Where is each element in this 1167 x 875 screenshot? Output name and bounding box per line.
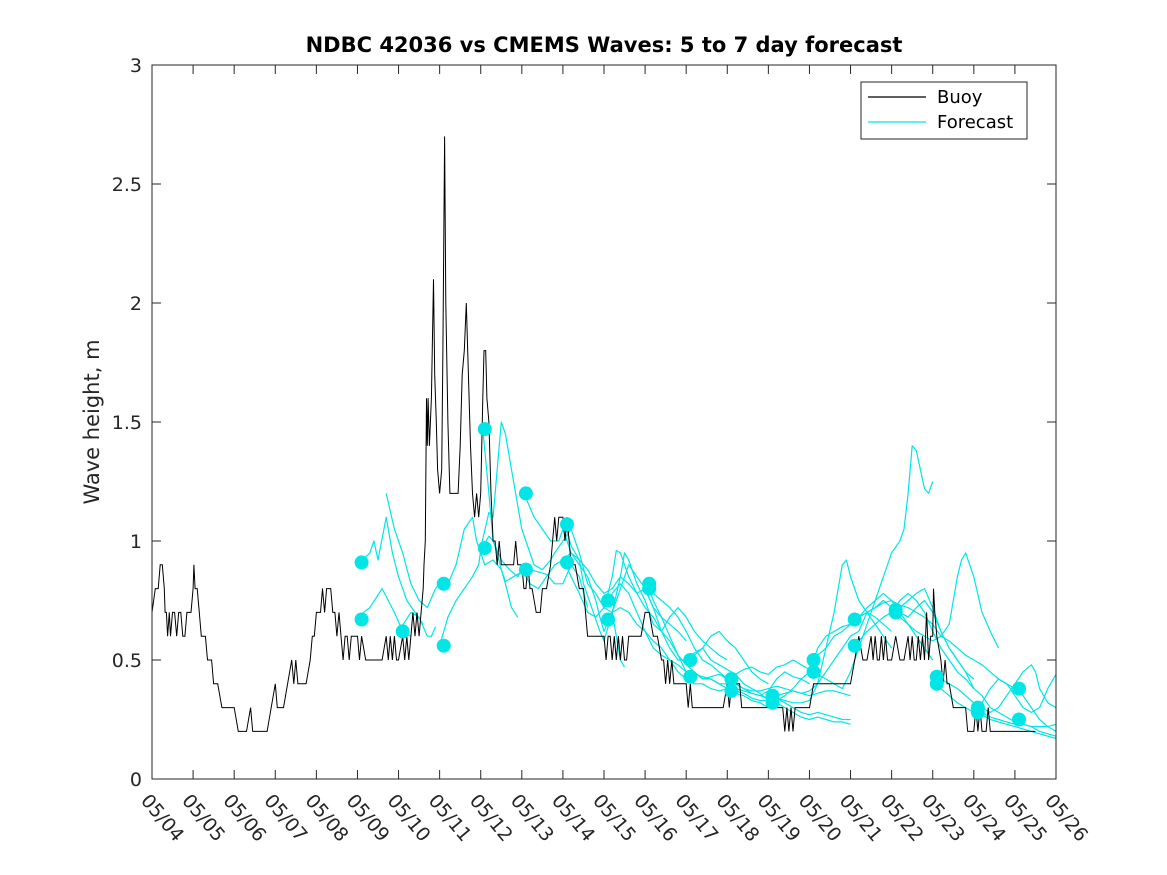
forecast-line-17 bbox=[728, 611, 892, 694]
forecast-line-9 bbox=[564, 524, 728, 661]
forecast-marker-0 bbox=[354, 555, 369, 570]
forecast-line-1 bbox=[357, 516, 424, 625]
chart-title: NDBC 42036 vs CMEMS Waves: 5 to 7 day fo… bbox=[306, 33, 903, 57]
buoy-series bbox=[151, 136, 1036, 732]
forecast-marker-3 bbox=[436, 576, 451, 591]
plot-background bbox=[152, 65, 1056, 779]
y-tick-label-4: 2 bbox=[130, 293, 142, 315]
forecast-line-18 bbox=[729, 559, 893, 704]
y-tick-label-2: 1 bbox=[130, 531, 142, 553]
forecast-marker-15 bbox=[683, 653, 698, 667]
forecast-markers bbox=[354, 422, 1026, 727]
forecast-line-7 bbox=[523, 493, 687, 642]
forecast-marker-26 bbox=[888, 605, 903, 620]
forecast-line-26 bbox=[893, 552, 1000, 649]
y-tick-label-1: 0.5 bbox=[112, 650, 142, 672]
legend-forecast-label: Forecast bbox=[937, 112, 1013, 133]
forecast-marker-24 bbox=[847, 638, 862, 653]
legend-buoy-label: Buoy bbox=[937, 87, 983, 108]
forecast-marker-31 bbox=[1012, 681, 1026, 696]
forecast-line-28 bbox=[934, 683, 1057, 740]
forecast-marker-23 bbox=[847, 612, 862, 627]
y-tick-label-5: 2.5 bbox=[112, 174, 142, 196]
y-axis-label: Wave height, m bbox=[80, 339, 104, 504]
forecast-marker-2 bbox=[395, 624, 410, 639]
y-axis-ticks: 0 0.5 1 1.5 2 2.5 3 bbox=[112, 55, 1056, 791]
y-tick-label-3: 1.5 bbox=[112, 412, 142, 434]
plot-area: 00.511.522.53 05/0405/0505/0605/0705/080… bbox=[112, 55, 1092, 846]
legend-box bbox=[860, 81, 1028, 140]
forecast-marker-14 bbox=[642, 581, 657, 596]
legend: Buoy Forecast bbox=[860, 81, 1028, 140]
forecast-line-2 bbox=[397, 611, 437, 637]
forecast-marker-28 bbox=[929, 676, 944, 691]
forecast-line-19 bbox=[770, 695, 851, 721]
forecast-marker-4 bbox=[436, 638, 451, 653]
forecast-marker-16 bbox=[683, 669, 698, 684]
forecast-marker-12 bbox=[601, 612, 616, 627]
forecast-marker-32 bbox=[1012, 712, 1026, 727]
forecast-line-30 bbox=[975, 674, 1057, 713]
forecast-marker-1 bbox=[354, 612, 369, 627]
forecast-marker-30 bbox=[970, 705, 985, 720]
forecast-marker-9 bbox=[560, 517, 574, 532]
forecast-marker-10 bbox=[560, 555, 574, 570]
forecast-marker-17 bbox=[724, 672, 739, 686]
forecast-marker-6 bbox=[477, 541, 492, 556]
forecast-marker-20 bbox=[765, 695, 780, 710]
forecast-marker-18 bbox=[724, 683, 739, 698]
buoy-line bbox=[151, 136, 1036, 732]
forecast-marker-21 bbox=[806, 653, 821, 667]
y-tick-label-6: 3 bbox=[130, 55, 142, 77]
forecast-marker-5 bbox=[477, 422, 492, 437]
forecast-line-27 bbox=[934, 664, 1057, 713]
y-tick-label-0: 0 bbox=[130, 769, 142, 791]
forecast-line-22 bbox=[811, 445, 934, 690]
forecast-marker-8 bbox=[518, 562, 533, 577]
forecast-marker-7 bbox=[518, 486, 533, 501]
forecast-marker-22 bbox=[806, 664, 821, 679]
forecast-marker-11 bbox=[601, 593, 616, 608]
